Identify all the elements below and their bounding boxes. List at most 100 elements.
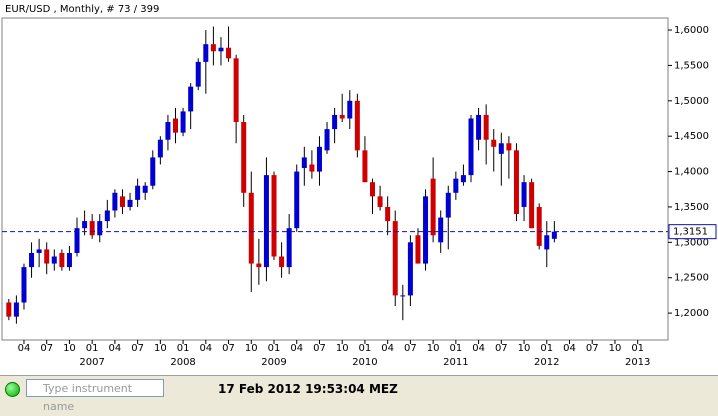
candle-body <box>150 157 156 186</box>
candle-body <box>370 182 376 197</box>
year-label: 2013 <box>625 357 650 368</box>
year-label: 2012 <box>534 357 559 368</box>
candle-body <box>173 118 179 133</box>
x-tick-label: 07 <box>131 343 144 354</box>
candle-body <box>195 61 201 87</box>
search-placeholder: Type instrument name <box>43 382 133 413</box>
year-label: 2010 <box>352 357 377 368</box>
candle-body <box>332 114 338 130</box>
x-tick-label: 04 <box>381 343 394 354</box>
x-tick-label: 01 <box>449 343 462 354</box>
candle-body <box>551 231 557 239</box>
candle-body <box>29 252 35 268</box>
y-tick-label: 1,2000 <box>674 308 709 319</box>
x-tick-label: 07 <box>495 343 508 354</box>
candle-body <box>165 122 171 140</box>
x-tick-label: 07 <box>222 343 235 354</box>
chart: EUR/USD , Monthly, # 73 / 399 1,2000 1,25… <box>0 0 718 375</box>
candle-body <box>392 221 398 296</box>
y-tick-label: 1,4000 <box>674 167 709 178</box>
candle-body <box>476 114 482 140</box>
candle-body <box>51 256 57 264</box>
candle-body <box>233 58 239 123</box>
candle-body <box>506 143 512 151</box>
candle-body <box>415 235 421 264</box>
x-tick-label: 04 <box>109 343 122 354</box>
x-tick-label: 07 <box>586 343 599 354</box>
y-tick-label: 1,6000 <box>674 25 709 36</box>
y-tick-label: 1,5000 <box>674 96 709 107</box>
candle-body <box>301 157 307 169</box>
candle-body <box>544 235 550 250</box>
x-tick-label: 10 <box>427 343 440 354</box>
candle-body <box>294 171 300 229</box>
candle-body <box>362 150 368 183</box>
candle-body <box>279 256 285 268</box>
candle-body <box>483 114 489 140</box>
candle-body <box>127 199 133 207</box>
y-tick-label: 1,4500 <box>674 131 709 142</box>
candle-body <box>82 221 88 229</box>
candle-body <box>407 242 413 296</box>
candle-body <box>263 175 269 268</box>
x-tick-label: 01 <box>631 343 644 354</box>
candle-body <box>271 175 277 257</box>
candle-body <box>112 192 118 211</box>
candle-body <box>226 47 232 59</box>
x-tick-label: 04 <box>18 343 31 354</box>
instrument-search[interactable]: Type instrument name <box>26 379 164 413</box>
year-label: 2011 <box>443 357 468 368</box>
candle-body <box>400 295 406 297</box>
connection-indicator <box>5 382 20 397</box>
candle-body <box>241 122 247 193</box>
x-tick-label: 10 <box>336 343 349 354</box>
candle-body <box>316 146 322 172</box>
candle-body <box>286 228 292 268</box>
candle-body <box>453 178 459 193</box>
y-tick-label: 1,3500 <box>674 202 709 213</box>
candle-body <box>59 252 65 268</box>
x-tick-label: 01 <box>177 343 190 354</box>
candle-body <box>468 118 474 176</box>
candle-body <box>377 196 383 207</box>
timestamp: 17 Feb 2012 19:53:04 MEZ <box>218 382 398 396</box>
candle-body <box>309 164 315 172</box>
x-tick-label: 10 <box>154 343 167 354</box>
candle-body <box>203 44 209 62</box>
candle-body <box>157 139 163 158</box>
x-tick-label: 10 <box>518 343 531 354</box>
x-tick-label: 07 <box>40 343 53 354</box>
candle-body <box>445 192 451 218</box>
x-tick-label: 01 <box>86 343 99 354</box>
candle-body <box>460 175 466 183</box>
candle-body <box>142 185 148 193</box>
x-tick-label: 01 <box>540 343 553 354</box>
candle-body <box>119 196 125 207</box>
candle-body <box>438 217 444 243</box>
candle-body <box>66 252 72 268</box>
y-tick-label: 1,2500 <box>674 273 709 284</box>
x-tick-label: 04 <box>472 343 485 354</box>
candle-body <box>180 111 186 133</box>
candle-body <box>218 47 224 52</box>
candle-body <box>6 302 12 317</box>
candle-body <box>74 228 80 253</box>
candle-body <box>36 249 42 253</box>
chart-background <box>0 0 718 375</box>
x-tick-label: 07 <box>313 343 326 354</box>
candle-body <box>135 185 141 200</box>
candle-body <box>498 143 504 154</box>
candle-body <box>210 44 216 52</box>
x-tick-label: 01 <box>268 343 281 354</box>
candle-body <box>248 192 254 264</box>
candle-body <box>324 129 330 151</box>
year-label: 2009 <box>261 357 286 368</box>
x-tick-label: 10 <box>245 343 258 354</box>
candle-body <box>491 139 497 147</box>
y-tick-label: 1,3000 <box>674 237 709 248</box>
candle-body <box>423 196 429 264</box>
candle-body <box>188 86 194 112</box>
x-tick-label: 10 <box>63 343 76 354</box>
x-tick-label: 10 <box>609 343 622 354</box>
candle-body <box>97 221 103 236</box>
